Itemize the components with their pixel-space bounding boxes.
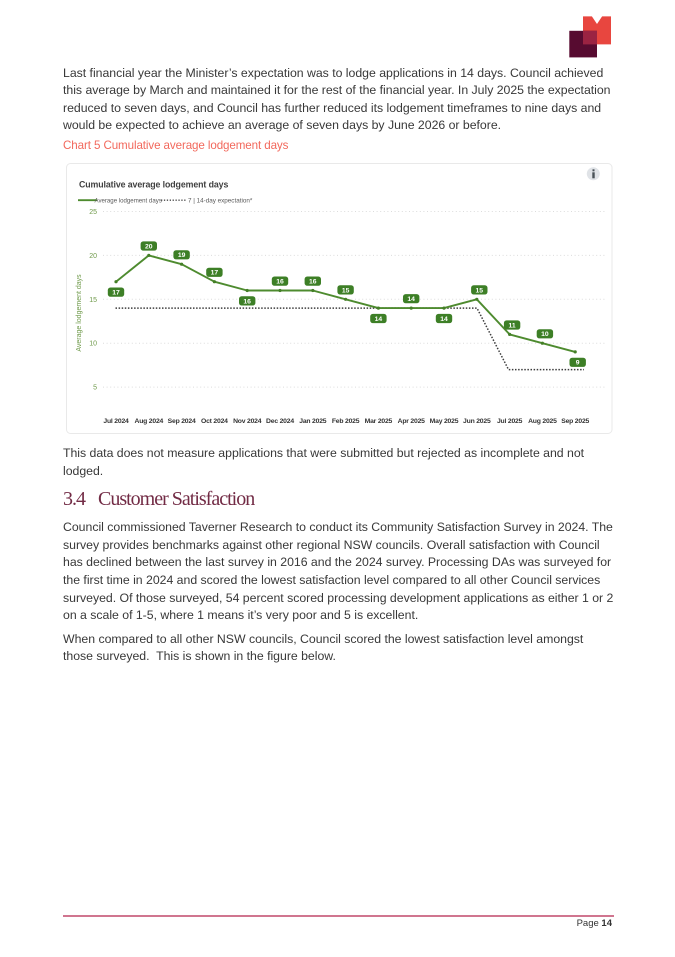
svg-text:Jun 2025: Jun 2025 (463, 418, 491, 425)
svg-text:Average lodgement days: Average lodgement days (76, 274, 83, 352)
svg-text:5: 5 (93, 385, 97, 392)
svg-text:7 | 14-day expectation*: 7 | 14-day expectation* (188, 198, 253, 205)
svg-text:15: 15 (476, 287, 484, 294)
svg-text:14: 14 (440, 316, 448, 323)
svg-text:9: 9 (576, 360, 580, 367)
svg-text:Nov 2024: Nov 2024 (233, 418, 262, 425)
svg-text:Cumulative average lodgement d: Cumulative average lodgement days (79, 180, 228, 190)
svg-text:19: 19 (178, 252, 186, 259)
svg-text:Jul 2025: Jul 2025 (497, 418, 523, 425)
svg-text:Feb 2025: Feb 2025 (332, 418, 360, 425)
svg-text:11: 11 (509, 322, 516, 329)
svg-text:14: 14 (407, 296, 415, 303)
svg-text:16: 16 (276, 279, 284, 286)
svg-text:15: 15 (89, 297, 97, 304)
svg-text:25: 25 (89, 209, 97, 216)
svg-text:Sep 2025: Sep 2025 (561, 418, 589, 425)
svg-text:16: 16 (243, 298, 251, 305)
svg-text:Aug 2024: Aug 2024 (134, 418, 163, 425)
svg-text:May 2025: May 2025 (430, 418, 459, 425)
svg-text:17: 17 (211, 270, 219, 277)
svg-text:20: 20 (89, 253, 97, 260)
svg-text:Oct 2024: Oct 2024 (201, 418, 228, 425)
svg-text:Aug 2025: Aug 2025 (528, 418, 557, 425)
svg-text:Jul 2024: Jul 2024 (103, 418, 129, 425)
svg-text:Sep 2024: Sep 2024 (168, 418, 196, 425)
svg-text:10: 10 (541, 331, 549, 338)
svg-text:Mar 2025: Mar 2025 (365, 418, 393, 425)
svg-text:14: 14 (375, 316, 383, 323)
svg-text:Apr 2025: Apr 2025 (398, 418, 426, 425)
svg-text:Dec 2024: Dec 2024 (266, 418, 294, 425)
svg-text:Jan 2025: Jan 2025 (299, 418, 327, 425)
svg-text:15: 15 (342, 287, 350, 294)
svg-text:20: 20 (145, 243, 153, 250)
svg-text:17: 17 (112, 290, 120, 297)
svg-text:10: 10 (89, 341, 97, 348)
svg-text:Average lodgement days: Average lodgement days (95, 198, 162, 205)
svg-text:16: 16 (309, 279, 317, 286)
